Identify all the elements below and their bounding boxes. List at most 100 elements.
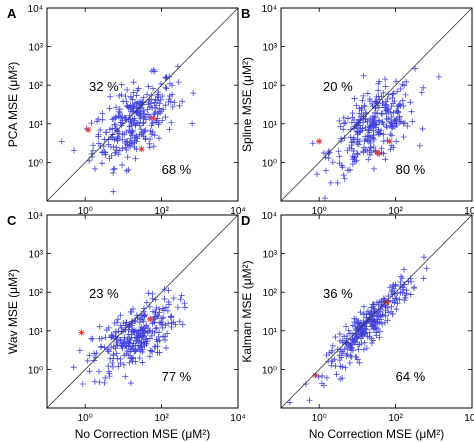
data-point <box>150 143 157 150</box>
data-point <box>354 131 361 138</box>
data-point <box>359 125 366 132</box>
identity-line <box>46 7 239 202</box>
data-point <box>132 155 139 162</box>
y-tick-label: 10¹ <box>29 327 44 338</box>
data-point <box>320 382 327 389</box>
data-point <box>127 94 134 101</box>
data-point <box>331 356 338 363</box>
y-tick-label: 10⁴ <box>28 211 43 222</box>
data-point <box>177 296 184 303</box>
data-point <box>111 136 118 143</box>
data-point <box>115 363 122 370</box>
x-axis-label: No Correction MSE (μM²) <box>75 427 211 441</box>
data-point <box>190 90 197 97</box>
data-point <box>133 100 140 107</box>
data-point <box>146 144 153 151</box>
data-point <box>364 90 371 97</box>
data-point <box>376 118 383 125</box>
percent-below: 80 % <box>396 162 426 177</box>
data-point <box>329 159 336 166</box>
data-points <box>286 254 430 406</box>
data-point <box>124 335 131 342</box>
axes-frame <box>280 7 473 202</box>
data-point <box>133 133 140 140</box>
data-point <box>127 380 134 387</box>
data-point <box>372 324 379 331</box>
data-point <box>350 154 357 161</box>
data-point <box>117 312 124 319</box>
y-tick-label: 10² <box>29 81 44 92</box>
data-point <box>154 349 161 356</box>
data-point <box>357 335 364 342</box>
data-point <box>141 128 148 135</box>
axes-frame <box>280 214 473 409</box>
data-point <box>132 342 139 349</box>
data-point <box>368 340 375 347</box>
data-point <box>375 87 382 94</box>
data-point <box>407 291 414 298</box>
data-point <box>353 326 360 333</box>
data-point <box>115 328 122 335</box>
data-point <box>125 331 132 338</box>
data-point <box>116 147 123 154</box>
data-point <box>382 98 389 105</box>
data-point <box>98 335 105 342</box>
data-point <box>153 324 160 331</box>
data-point <box>79 381 86 388</box>
data-point <box>329 342 336 349</box>
data-point <box>347 134 354 141</box>
data-point <box>372 98 379 105</box>
data-point <box>141 305 148 312</box>
data-point <box>101 379 108 386</box>
data-point <box>382 83 389 90</box>
data-point <box>98 160 105 167</box>
data-point <box>58 138 65 145</box>
data-point <box>390 109 397 116</box>
data-point <box>117 355 124 362</box>
data-point <box>129 343 136 350</box>
y-axis-label: Spline MSE (μM²) <box>240 57 254 152</box>
data-point <box>402 91 409 98</box>
data-point <box>123 350 130 357</box>
data-point <box>340 114 347 121</box>
x-tick-label: 10⁰ <box>78 206 93 217</box>
data-point <box>164 307 171 314</box>
data-point <box>399 97 406 104</box>
data-point <box>169 103 176 110</box>
y-tick-label: 10¹ <box>263 327 278 338</box>
data-point <box>348 145 355 152</box>
highlight-point <box>150 115 157 122</box>
data-point <box>139 99 146 106</box>
data-point <box>382 156 389 163</box>
data-point <box>412 65 419 72</box>
data-point <box>348 353 355 360</box>
data-point <box>380 131 387 138</box>
data-point <box>135 85 142 92</box>
data-point <box>400 134 407 141</box>
data-point <box>119 136 126 143</box>
data-point <box>376 78 383 85</box>
data-point <box>388 114 395 121</box>
data-point <box>322 154 329 161</box>
data-point <box>165 299 172 306</box>
data-point <box>179 321 186 328</box>
data-point <box>153 304 160 311</box>
data-point <box>133 108 140 115</box>
data-point <box>115 151 122 158</box>
data-point <box>358 107 365 114</box>
data-point <box>388 132 395 139</box>
data-point <box>420 275 427 282</box>
data-point <box>345 340 352 347</box>
data-point <box>360 346 367 353</box>
data-point <box>369 321 376 328</box>
data-point <box>383 110 390 117</box>
data-point <box>380 295 387 302</box>
data-point <box>380 89 387 96</box>
data-point <box>155 333 162 340</box>
data-point <box>351 95 358 102</box>
data-point <box>371 114 378 121</box>
data-point <box>145 111 152 118</box>
data-point <box>112 114 119 121</box>
data-point <box>327 179 334 186</box>
data-point <box>129 116 136 123</box>
